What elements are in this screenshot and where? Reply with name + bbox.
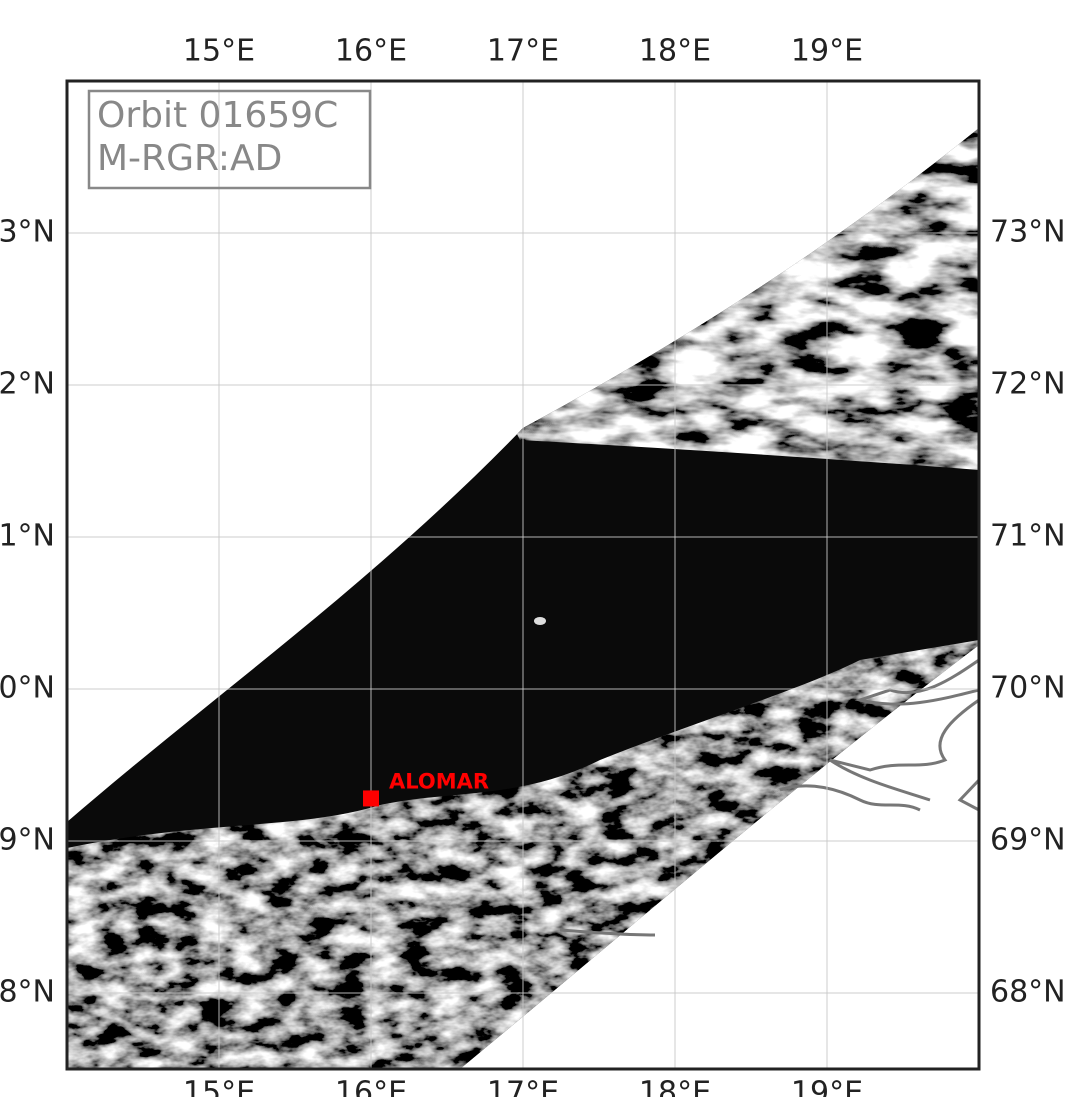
small-cloud xyxy=(534,617,546,625)
coastline xyxy=(559,658,979,937)
x-tick-label: 19°E xyxy=(791,1076,863,1097)
y-tick-label: 72°N xyxy=(0,367,55,402)
frame xyxy=(65,79,981,1071)
cloud-texture xyxy=(500,128,979,470)
y-tick-label: 68°N xyxy=(0,975,55,1010)
y-tick-label: 72°N xyxy=(990,367,1066,402)
annotation-line: Orbit 01659C xyxy=(97,95,338,136)
site-marker xyxy=(363,790,379,807)
x-tick-label: 15°E xyxy=(183,1076,255,1097)
x-tick-label: 16°E xyxy=(335,34,407,69)
x-tick-label: 19°E xyxy=(791,34,863,69)
y-tick-label: 68°N xyxy=(990,975,1066,1010)
x-tick-label: 18°E xyxy=(639,34,711,69)
y-tick-label: 71°N xyxy=(0,519,55,554)
y-tick-label: 71°N xyxy=(990,519,1066,554)
annotation-line: M-RGR:AD xyxy=(97,138,282,179)
y-tick-label: 70°N xyxy=(0,671,55,706)
y-tick-label: 73°N xyxy=(990,215,1066,250)
y-tick-label: 69°N xyxy=(990,823,1066,858)
y-tick-label: 73°N xyxy=(0,215,55,250)
grid xyxy=(67,81,979,1069)
y-tick-label: 69°N xyxy=(0,823,55,858)
x-tick-label: 15°E xyxy=(183,34,255,69)
annotation-box xyxy=(87,89,372,190)
x-tick-label: 16°E xyxy=(335,1076,407,1097)
y-tick-label: 70°N xyxy=(990,671,1066,706)
x-tick-label: 17°E xyxy=(487,34,559,69)
clouds xyxy=(500,128,979,470)
x-tick-label: 18°E xyxy=(639,1076,711,1097)
x-tick-label: 17°E xyxy=(487,1076,559,1097)
site-label: ALOMAR xyxy=(389,769,489,793)
